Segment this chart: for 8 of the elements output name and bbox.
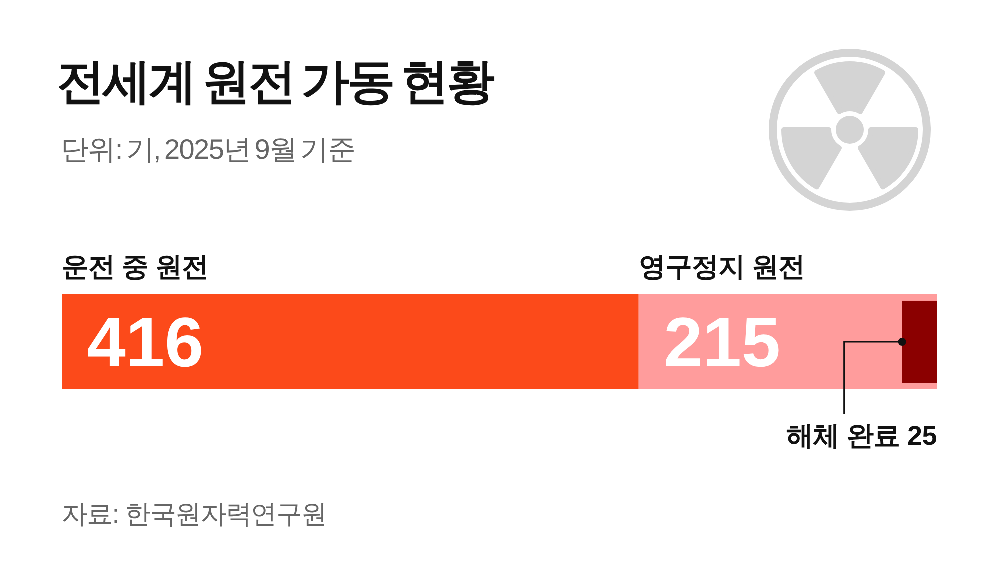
series-label: 영구정지 원전 — [638, 252, 805, 282]
data-label: 215 — [664, 304, 781, 382]
data-label: 416 — [87, 304, 204, 382]
band-label: 해체 완료 25 — [786, 421, 938, 451]
series-label: 운전 중 원전 — [62, 252, 209, 282]
chart-subtitle: 단위: 기, 2025년 9월 기준 — [61, 134, 356, 166]
text: 자료: 한국원자력연구원 — [62, 499, 327, 529]
chart-title: 전세계 원전 가동 현황 — [57, 56, 494, 110]
